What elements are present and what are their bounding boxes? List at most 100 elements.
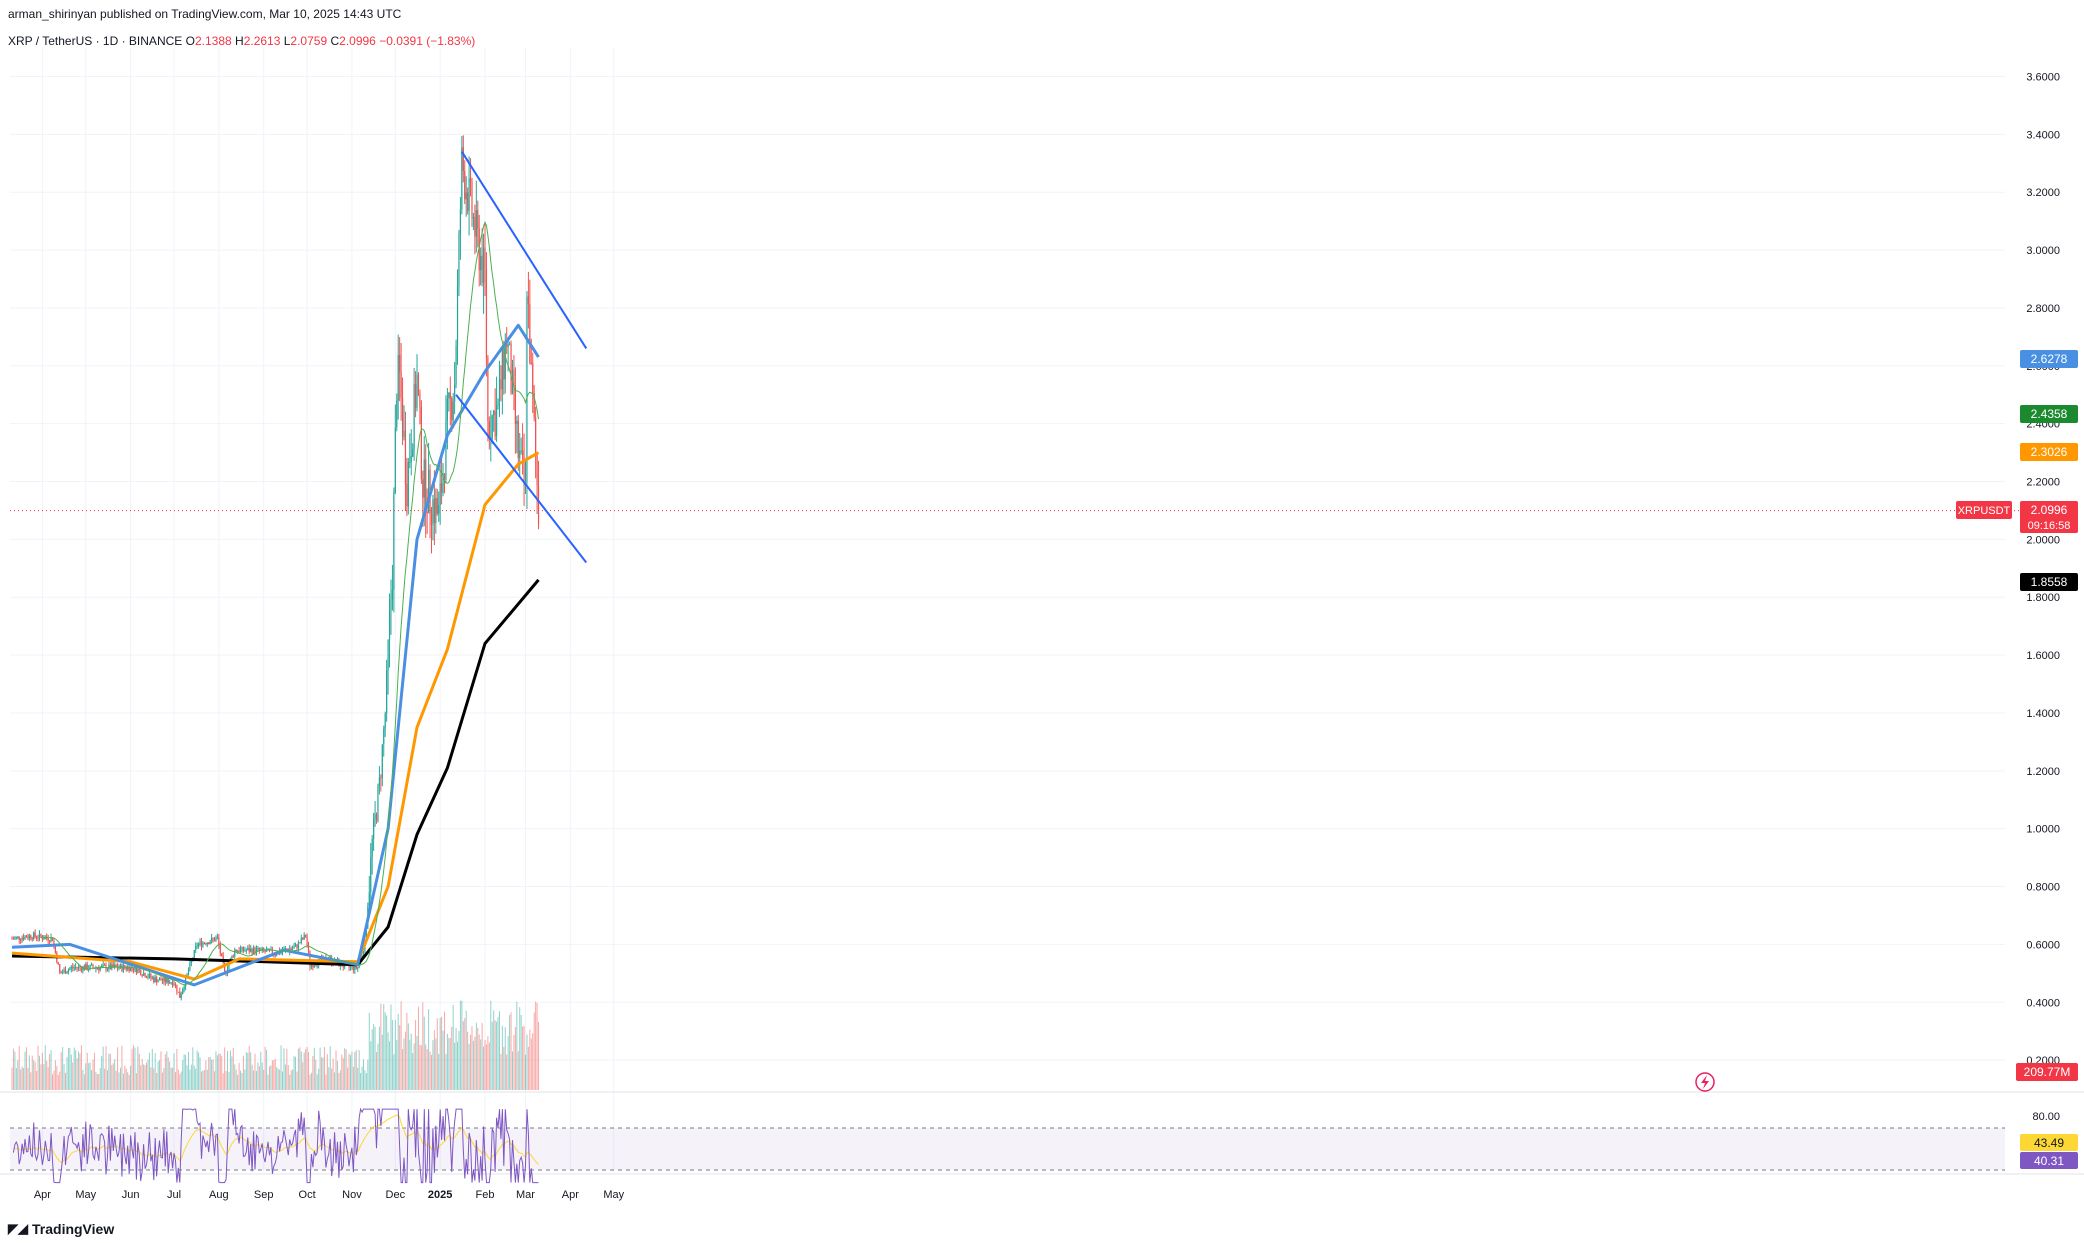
- candle-body: [72, 967, 74, 969]
- candle-body: [445, 420, 447, 480]
- volume-bar: [425, 1044, 427, 1090]
- volume-bar: [67, 1047, 69, 1090]
- candle-body: [414, 384, 417, 408]
- symbol-name[interactable]: XRP / TetherUS · 1D · BINANCE: [8, 34, 183, 48]
- volume-bar: [487, 1036, 489, 1090]
- volume-bar: [313, 1047, 315, 1090]
- volume-bar: [485, 1044, 487, 1090]
- volume-bar: [449, 1038, 451, 1090]
- volume-bar: [380, 1003, 382, 1090]
- volume-bar: [295, 1056, 297, 1090]
- volume-bar: [391, 1019, 393, 1090]
- candle-body: [464, 171, 466, 200]
- candle-body: [219, 945, 221, 954]
- volume-bar: [240, 1070, 242, 1090]
- candle-body: [221, 953, 223, 957]
- volume-bar: [242, 1055, 244, 1090]
- volume-bar: [429, 1051, 431, 1090]
- volume-bar: [238, 1062, 240, 1090]
- volume-bar: [40, 1064, 42, 1090]
- candle-body: [245, 950, 247, 952]
- volume-bar: [264, 1046, 266, 1090]
- candle-body: [320, 957, 323, 961]
- volume-bar: [474, 1036, 476, 1090]
- volume-bar: [156, 1072, 158, 1090]
- volume-bar: [245, 1052, 247, 1090]
- candle-body: [83, 966, 85, 970]
- candle-body: [313, 965, 315, 968]
- candle-body: [258, 948, 260, 951]
- volume-bar: [319, 1047, 321, 1090]
- volume-bar: [467, 1031, 469, 1090]
- candle-body: [247, 948, 249, 951]
- time-axis[interactable]: Apr May Jun Jul Aug Sep Oct Nov Dec 2025 Feb Mar Apr…: [34, 1189, 625, 1201]
- candle-body: [407, 462, 409, 507]
- candle-body: [265, 950, 268, 952]
- volume-bar: [535, 1001, 537, 1090]
- volume-bar: [241, 1072, 243, 1090]
- tradingview-logo[interactable]: ◤◢ TradingView: [8, 1221, 114, 1237]
- candle-body: [439, 483, 441, 506]
- candle-body: [472, 216, 475, 219]
- volume-bar: [381, 1034, 383, 1090]
- volume-bar: [44, 1045, 46, 1090]
- candle-body: [216, 937, 219, 939]
- candle-body: [536, 455, 538, 486]
- volume-bar: [454, 1042, 456, 1090]
- candle-body: [127, 966, 129, 970]
- volume-bar: [357, 1067, 359, 1090]
- volume-bar: [121, 1045, 123, 1090]
- candle-body: [368, 892, 370, 907]
- volume-bar: [11, 1067, 13, 1090]
- volume-bar: [323, 1046, 325, 1090]
- volume-bar: [403, 1038, 405, 1090]
- candle-body: [290, 948, 292, 950]
- volume-bar: [151, 1049, 153, 1090]
- volume-tag-text: 209.77M: [2024, 1065, 2071, 1079]
- volume-bar: [397, 1013, 399, 1090]
- volume-bar: [532, 1033, 534, 1090]
- volume-bar: [480, 1039, 482, 1090]
- volume-bar: [423, 1016, 425, 1090]
- candle-body: [471, 181, 473, 219]
- candle-body: [394, 427, 396, 493]
- volume-bar: [24, 1051, 26, 1090]
- volume-bar: [166, 1051, 168, 1090]
- volume-bar: [430, 1054, 432, 1090]
- volume-bar: [498, 1011, 500, 1090]
- time-axis-label: Oct: [299, 1189, 316, 1201]
- candle-body: [300, 938, 302, 943]
- volume-bar: [59, 1071, 61, 1090]
- volume-bar: [95, 1071, 97, 1090]
- volume-bar: [394, 1019, 396, 1090]
- candle-body: [276, 954, 278, 956]
- lightning-icon[interactable]: [1695, 1072, 1715, 1092]
- volume-bar: [85, 1063, 87, 1090]
- time-axis-label: Jun: [122, 1189, 140, 1201]
- candle-body: [535, 417, 537, 456]
- moving-averages: [11, 220, 540, 987]
- volume-bar: [390, 1004, 392, 1090]
- volume-bar: [348, 1053, 350, 1090]
- candle-body: [420, 406, 422, 480]
- candle-body: [144, 973, 146, 978]
- volume-bar: [376, 1052, 378, 1090]
- volume-bar: [507, 1035, 509, 1090]
- volume-bar: [371, 1029, 373, 1090]
- candles: [11, 135, 540, 1001]
- volume-bar: [483, 1046, 485, 1090]
- volume-bar: [89, 1062, 91, 1090]
- candle-body: [493, 410, 495, 416]
- candle-body: [349, 966, 352, 968]
- volume-bar: [104, 1068, 106, 1090]
- volume-bar: [248, 1045, 250, 1090]
- time-axis-label: Aug: [209, 1189, 229, 1201]
- candle-body: [49, 940, 51, 942]
- candle-body: [522, 450, 524, 458]
- volume-bar: [143, 1064, 145, 1090]
- volume-bar: [255, 1070, 257, 1090]
- volume-bar: [144, 1065, 146, 1090]
- price-axis[interactable]: 3.60003.40003.20003.00002.80002.60002.40…: [2026, 72, 2060, 1068]
- price-axis-label: 2.8000: [2026, 303, 2060, 315]
